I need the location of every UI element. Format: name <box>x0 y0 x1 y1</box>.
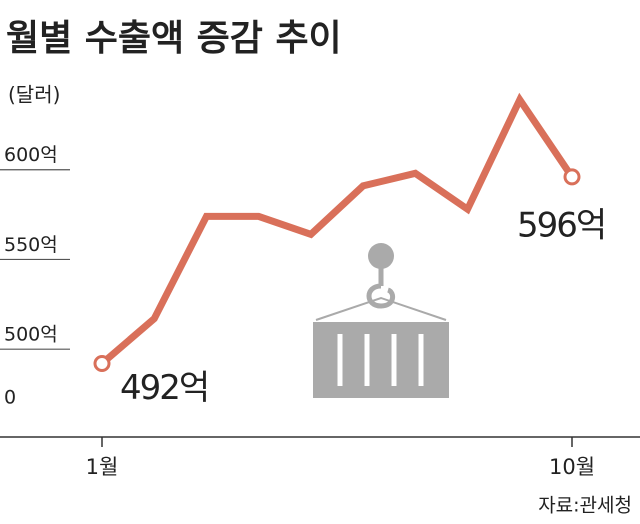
point <box>563 168 581 186</box>
unit-label: (달러) <box>8 83 60 107</box>
x-tick-label: 1월 <box>86 455 119 479</box>
data-label: 596억 <box>517 205 605 245</box>
line <box>99 92 575 367</box>
source: 자료:관세청 <box>538 495 632 517</box>
y-tick-label: 500억 <box>4 324 58 346</box>
chart-title: 월별 수출액 증감 추이 <box>6 18 342 59</box>
y-tick-label: 0 <box>4 387 16 409</box>
y-tick-label: 550억 <box>4 234 58 256</box>
data-label: 492억 <box>120 368 208 408</box>
container-icon <box>313 243 449 398</box>
x-tick-label: 10월 <box>549 455 595 479</box>
y-tick-label: 600억 <box>4 144 58 166</box>
point <box>93 355 111 373</box>
